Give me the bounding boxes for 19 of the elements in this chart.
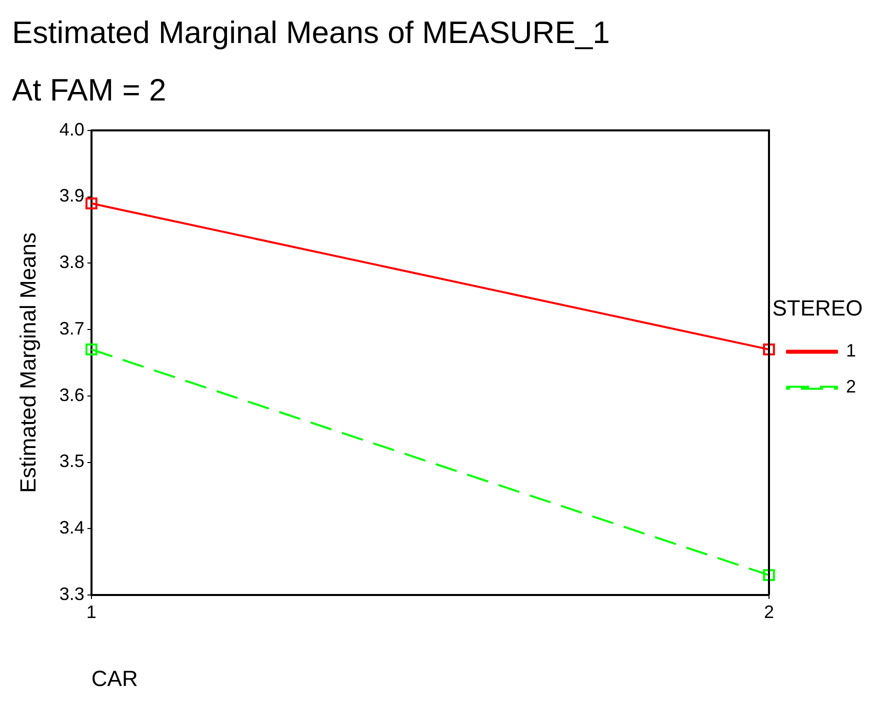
legend-label: 2 [846, 376, 856, 397]
y-tick-label: 3.6 [59, 384, 84, 405]
y-tick-label: 3.4 [59, 518, 84, 538]
x-axis-title: CAR [91, 666, 138, 691]
point [85, 343, 98, 356]
y-tick-label: 3.7 [59, 318, 84, 338]
point [85, 197, 98, 210]
point [763, 569, 775, 582]
y-axis-title: Estimated Marginal Means [15, 232, 40, 493]
y-tick-label: 4.0 [59, 119, 84, 140]
chart-subtitle: At FAM = 2 [12, 72, 166, 108]
chart-title: Estimated Marginal Means of MEASURE_1 [12, 15, 610, 50]
legend-title: STEREO [772, 295, 863, 320]
y-tick-label: 3.3 [59, 584, 84, 604]
y-tick-label: 3.9 [59, 186, 84, 206]
y-tick-label: 3.8 [59, 252, 84, 272]
legend-label: 1 [846, 340, 856, 361]
y-tick-label: 3.5 [59, 451, 84, 472]
point [763, 343, 775, 356]
